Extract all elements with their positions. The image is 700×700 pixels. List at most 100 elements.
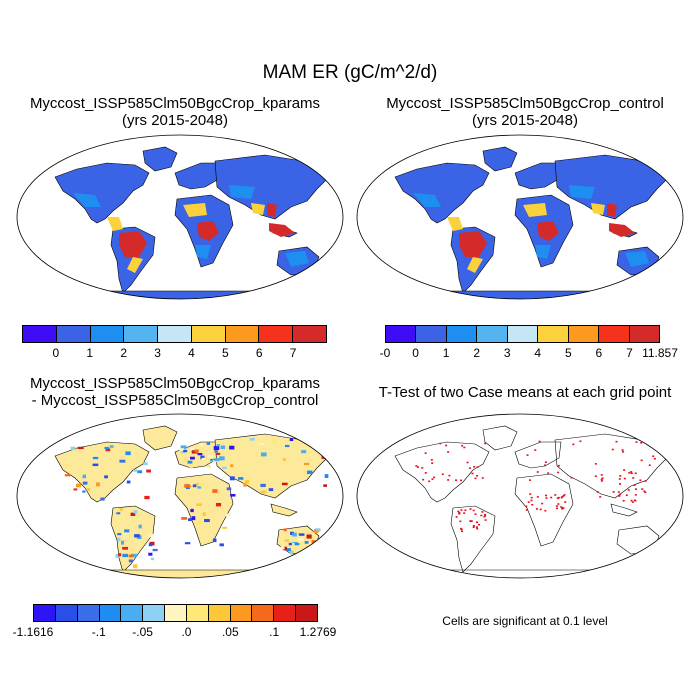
significant-cell [472,524,475,527]
colorbar-swatch [259,326,294,342]
significant-cell [460,528,463,531]
field-patch [607,203,617,217]
significant-cell [623,477,626,480]
colorbar-tick-label: 5 [221,346,229,360]
map-outline [356,134,684,300]
significant-cell [525,505,528,508]
difference-cell [131,553,137,558]
map-svg [356,413,684,579]
map-control [355,133,685,301]
continent-samerica [110,505,156,573]
difference-cell [86,487,91,491]
difference-cell [311,540,316,544]
colorbar-swatch [446,326,478,342]
significant-cell [561,495,564,498]
difference-cell [121,540,125,545]
colorbar-tick-label: -1.1616 [12,625,54,639]
field-patch [467,257,483,273]
colorbar-tick-label: 3 [503,346,511,360]
difference-cell [148,543,153,547]
colorbar-tick-label: 2 [120,346,127,360]
significant-cell [634,472,637,475]
difference-cell [229,476,235,481]
significant-cell [530,496,533,499]
significant-cell [562,495,565,497]
significant-cell [632,477,635,479]
difference-cell [70,446,76,450]
significant-cell [528,479,531,481]
continent-greenland [142,425,178,451]
colorbar-tick-label: 4 [188,346,195,360]
difference-cell [122,553,129,558]
difference-cell [237,477,244,480]
panel-title-control-line2: (yrs 2015-2048) [472,112,578,129]
difference-cell [283,528,287,532]
colorbar-swatch [56,326,91,342]
significant-cell [463,512,466,514]
difference-cell [222,466,227,469]
significant-cell [570,476,573,479]
difference-cell [214,450,219,453]
significant-cell [617,491,620,493]
significant-cell [625,494,628,497]
field-patch [625,251,649,267]
difference-cell [181,517,188,520]
significant-cell [483,515,486,518]
difference-cell [216,444,220,447]
significant-cell [536,471,539,473]
difference-cell [313,530,319,533]
panel-title-ttest: T-Test of two Case means at each grid po… [355,384,695,401]
colorbar-kparams-ticks: 0 1 2 3 4 5 6 7 [22,346,327,360]
colorbar-swatch [568,326,600,342]
significant-cell [538,440,541,443]
difference-cell [260,483,266,488]
significant-cell [527,501,530,503]
difference-cell [192,484,197,488]
significant-cell [557,503,560,505]
colorbar-difference-ticks: -1.1616 -.1 -.05 .0 .05 .1 1.2769 [13,625,337,639]
difference-cell [290,531,294,536]
difference-cell [210,458,215,462]
significant-cell [596,491,599,493]
continent-europe [174,162,222,190]
significant-cell [554,494,557,496]
difference-cell [301,450,307,454]
field-patch [195,245,211,259]
significant-cell [529,493,532,495]
significant-cell [615,440,618,443]
figure-title: MAM ER (gC/m^2/d) [262,62,438,83]
significant-cell [643,490,646,493]
significant-cell [484,442,487,445]
significant-cell [431,462,434,464]
panel-title-difference: Myccost_ISSP585Clm50BgcCrop_kparams - My… [5,375,345,409]
difference-cell [144,495,150,500]
colorbar-swatch [293,326,327,342]
continent-greenland [142,146,178,172]
significant-cell [461,444,464,447]
significant-cell [461,530,464,533]
colorbar-tick-label: .05 [221,625,239,639]
difference-cell [215,502,222,507]
difference-cell [199,483,205,487]
significant-cell [653,457,656,460]
difference-cell [148,552,153,556]
difference-cell [260,443,264,446]
difference-cell [219,543,224,547]
difference-cell [307,470,313,475]
difference-cell [297,537,304,542]
difference-cell [189,464,193,469]
difference-cell [133,469,138,472]
difference-cell [196,503,202,506]
difference-cell [220,445,226,450]
difference-cell [292,532,297,537]
difference-cell [130,512,136,516]
significant-cell [622,450,625,453]
significant-cell [447,479,450,481]
difference-cell [260,452,267,457]
significant-cell [556,497,559,500]
significant-cell [560,496,563,499]
colorbar-swatch [99,605,122,621]
continent-africa [514,473,574,547]
significant-cell [478,523,481,526]
difference-cell [92,463,99,467]
